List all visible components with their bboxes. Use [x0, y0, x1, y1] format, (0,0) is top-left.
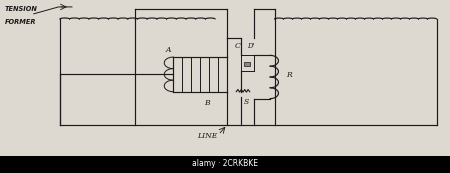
Text: alamy · 2CRKBKE: alamy · 2CRKBKE	[192, 159, 258, 168]
Text: B: B	[204, 99, 210, 107]
Text: LINE: LINE	[197, 132, 217, 140]
Bar	[244, 62, 250, 66]
Text: S: S	[244, 98, 249, 106]
Text: C: C	[234, 42, 240, 51]
Text: TENSION: TENSION	[4, 6, 37, 12]
Bar	[0, 156, 450, 173]
Text: FORMER: FORMER	[4, 20, 36, 25]
Text: R: R	[286, 71, 292, 79]
Text: A: A	[166, 46, 171, 54]
Text: D': D'	[248, 42, 255, 51]
